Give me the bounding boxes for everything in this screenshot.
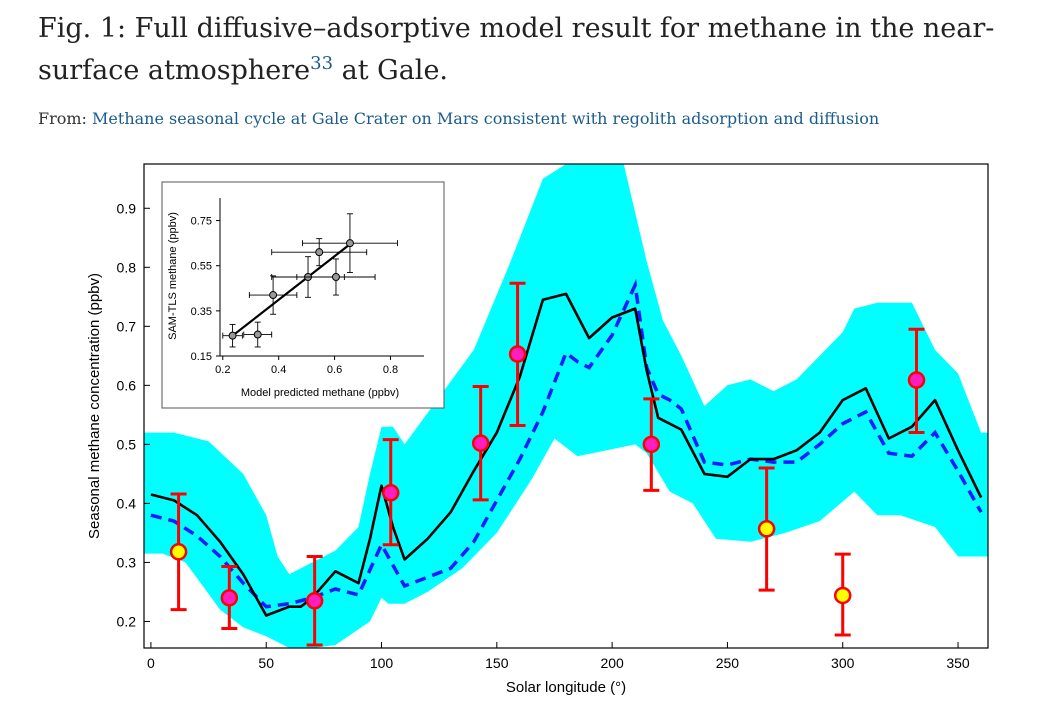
data-point-1 bbox=[169, 492, 188, 612]
title-end: at Gale. bbox=[333, 55, 449, 86]
inset-y-tick-label: 0.55 bbox=[191, 261, 212, 273]
x-tick-label: 150 bbox=[485, 655, 509, 671]
inset-point-1 bbox=[222, 323, 243, 348]
inset-marker bbox=[253, 330, 262, 339]
x-tick-label: 350 bbox=[946, 655, 970, 671]
inset-frame bbox=[161, 181, 445, 409]
inset-plot: 0.2 0.4 0.6 0.8 0.15 0.35 0.55 0.75 bbox=[191, 198, 424, 376]
inset-x-axis-label: Model predicted methane (ppbv) bbox=[241, 387, 399, 399]
inset-x-tick-label: 0.8 bbox=[383, 364, 398, 376]
inset-y-tick-label: 0.75 bbox=[191, 216, 212, 228]
x-tick-label: 100 bbox=[370, 655, 394, 671]
inset-y-tick-label: 0.35 bbox=[191, 306, 212, 318]
y-tick-label: 0.7 bbox=[117, 318, 137, 334]
x-tick-label: 0 bbox=[147, 655, 155, 671]
x-tick-label: 300 bbox=[831, 655, 855, 671]
data-point-2 bbox=[220, 565, 239, 631]
reference-link[interactable]: 33 bbox=[310, 53, 334, 74]
main-axes: 0 50 100 150 200 250 300 350 0.2 0.3 0.4 0.5 0.6 0.7 0… bbox=[117, 200, 970, 671]
x-tick-label: 200 bbox=[600, 655, 624, 671]
x-axis-label: Solar longitude (°) bbox=[506, 679, 626, 696]
data-marker bbox=[169, 543, 188, 561]
inset-point-2 bbox=[243, 321, 273, 348]
inset-marker bbox=[228, 331, 237, 340]
dashed-model-line bbox=[150, 278, 983, 609]
data-marker bbox=[305, 592, 324, 610]
plot-frame bbox=[143, 163, 989, 649]
source-line: From: Methane seasonal cycle at Gale Cra… bbox=[38, 109, 879, 128]
data-point-7 bbox=[642, 397, 661, 492]
y-tick-label: 0.5 bbox=[117, 436, 137, 452]
y-tick-label: 0.8 bbox=[117, 259, 137, 275]
data-point-6 bbox=[508, 281, 527, 427]
source-article-link[interactable]: Methane seasonal cycle at Gale Crater on… bbox=[92, 109, 880, 128]
inset-fit-line bbox=[231, 242, 353, 337]
methane-chart: 0 50 100 150 200 250 300 350 0.2 0.3 0.4 0.5 0.6 0.7 0… bbox=[86, 163, 989, 696]
inset-x-tick-label: 0.2 bbox=[215, 364, 230, 376]
y-tick-label: 0.2 bbox=[117, 613, 137, 629]
data-point-10 bbox=[907, 327, 926, 435]
inset-marker bbox=[269, 291, 278, 300]
data-marker bbox=[907, 371, 926, 389]
inset-point-3 bbox=[248, 275, 298, 315]
data-marker bbox=[220, 589, 239, 607]
model-uncertainty-envelope bbox=[144, 164, 988, 648]
data-point-3 bbox=[305, 555, 324, 647]
data-marker bbox=[471, 434, 490, 452]
data-marker bbox=[642, 435, 661, 454]
data-marker bbox=[381, 484, 400, 502]
inset-x-tick-label: 0.4 bbox=[271, 364, 286, 376]
data-point-5 bbox=[471, 385, 490, 502]
y-tick-label: 0.4 bbox=[117, 495, 137, 511]
data-point-8 bbox=[757, 466, 776, 592]
inset-panel: 0.2 0.4 0.6 0.8 0.15 0.35 0.55 0.75 Model predi… bbox=[161, 181, 445, 409]
inset-y-axis-label: SAM-TLS methane (ppbv) bbox=[167, 212, 179, 340]
inset-marker bbox=[315, 248, 324, 257]
y-tick-label: 0.9 bbox=[117, 200, 137, 216]
title-text: Fig. 1: Full diffusive–adsorptive model … bbox=[38, 13, 995, 86]
inset-point-6 bbox=[296, 258, 376, 296]
y-tick-label: 0.6 bbox=[117, 377, 137, 393]
x-tick-label: 250 bbox=[716, 655, 740, 671]
inset-point-5 bbox=[271, 238, 368, 267]
model-line bbox=[150, 292, 983, 617]
y-axis-label: Seasonal methane concentration (ppbv) bbox=[86, 273, 103, 539]
from-label: From: bbox=[38, 109, 93, 128]
data-marker bbox=[833, 586, 852, 605]
x-tick-label: 50 bbox=[258, 655, 274, 671]
y-tick-label: 0.3 bbox=[117, 554, 137, 570]
inset-marker bbox=[345, 239, 354, 248]
data-point-9 bbox=[833, 552, 852, 637]
data-marker bbox=[508, 345, 527, 363]
data-point-4 bbox=[381, 438, 400, 547]
page-title: Fig. 1: Full diffusive–adsorptive model … bbox=[38, 8, 1028, 92]
inset-point-7 bbox=[301, 213, 398, 273]
observation-points bbox=[169, 281, 926, 647]
inset-y-tick-label: 0.15 bbox=[191, 351, 212, 363]
data-marker bbox=[757, 520, 776, 538]
inset-x-tick-label: 0.6 bbox=[327, 364, 342, 376]
inset-marker bbox=[331, 273, 340, 281]
